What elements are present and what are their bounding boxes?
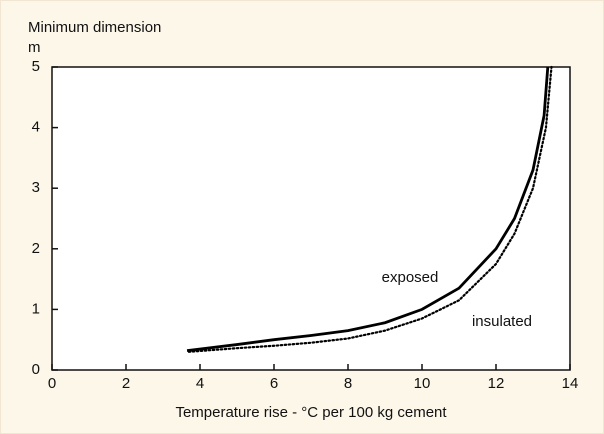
y-axis-title: Minimum dimension xyxy=(28,19,161,36)
x-tick-label: 6 xyxy=(270,375,278,392)
y-tick-label: 4 xyxy=(32,119,40,136)
curve-label: exposed xyxy=(382,269,439,286)
y-tick-label: 5 xyxy=(32,58,40,75)
y-tick-label: 1 xyxy=(32,300,40,317)
y-tick-label: 3 xyxy=(32,179,40,196)
y-axis-unit: m xyxy=(28,39,41,56)
y-tick-label: 0 xyxy=(32,361,40,378)
y-tick-label: 2 xyxy=(32,240,40,257)
x-axis-title: Temperature rise - °C per 100 kg cement xyxy=(175,404,447,421)
x-tick-label: 12 xyxy=(488,375,505,392)
x-tick-label: 0 xyxy=(48,375,56,392)
x-tick-label: 4 xyxy=(196,375,204,392)
curve-label: insulated xyxy=(472,313,532,330)
x-tick-label: 8 xyxy=(344,375,352,392)
plot-frame xyxy=(51,66,571,371)
curve xyxy=(187,65,553,353)
curve xyxy=(186,66,550,352)
x-tick-label: 10 xyxy=(414,375,431,392)
x-tick-label: 2 xyxy=(122,375,130,392)
x-tick-label: 14 xyxy=(562,375,579,392)
